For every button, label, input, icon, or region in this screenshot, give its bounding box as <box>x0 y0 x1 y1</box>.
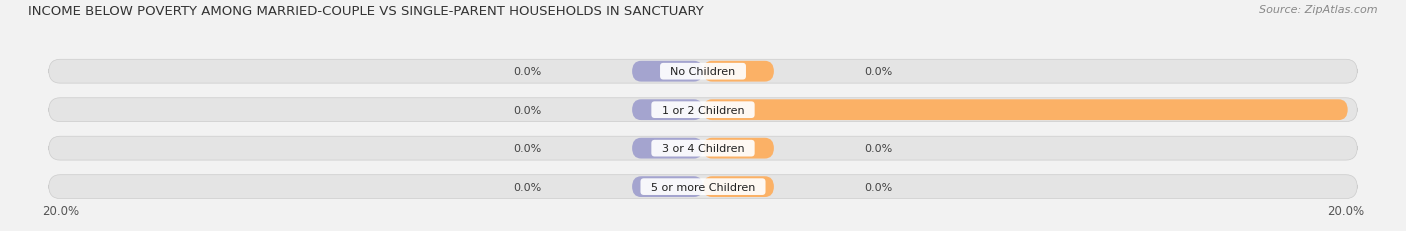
FancyBboxPatch shape <box>703 61 773 82</box>
Text: 0.0%: 0.0% <box>513 67 541 77</box>
FancyBboxPatch shape <box>703 138 773 159</box>
Text: 5 or more Children: 5 or more Children <box>644 182 762 192</box>
FancyBboxPatch shape <box>633 61 703 82</box>
Text: 0.0%: 0.0% <box>865 67 893 77</box>
Text: 0.0%: 0.0% <box>865 143 893 153</box>
FancyBboxPatch shape <box>49 98 1357 122</box>
FancyBboxPatch shape <box>633 138 703 159</box>
Text: 20.0%: 20.0% <box>1327 204 1364 217</box>
Text: 20.0%: 20.0% <box>42 204 79 217</box>
FancyBboxPatch shape <box>633 176 703 197</box>
Text: 0.0%: 0.0% <box>865 182 893 192</box>
FancyBboxPatch shape <box>49 60 1357 84</box>
Text: 3 or 4 Children: 3 or 4 Children <box>655 143 751 153</box>
FancyBboxPatch shape <box>703 176 773 197</box>
Text: INCOME BELOW POVERTY AMONG MARRIED-COUPLE VS SINGLE-PARENT HOUSEHOLDS IN SANCTUA: INCOME BELOW POVERTY AMONG MARRIED-COUPL… <box>28 5 704 18</box>
Text: 0.0%: 0.0% <box>513 182 541 192</box>
Text: Source: ZipAtlas.com: Source: ZipAtlas.com <box>1260 5 1378 15</box>
Text: No Children: No Children <box>664 67 742 77</box>
Text: 1 or 2 Children: 1 or 2 Children <box>655 105 751 115</box>
Text: 0.0%: 0.0% <box>513 105 541 115</box>
FancyBboxPatch shape <box>703 100 1348 121</box>
Text: 0.0%: 0.0% <box>513 143 541 153</box>
FancyBboxPatch shape <box>49 137 1357 160</box>
FancyBboxPatch shape <box>633 100 703 121</box>
FancyBboxPatch shape <box>49 175 1357 199</box>
